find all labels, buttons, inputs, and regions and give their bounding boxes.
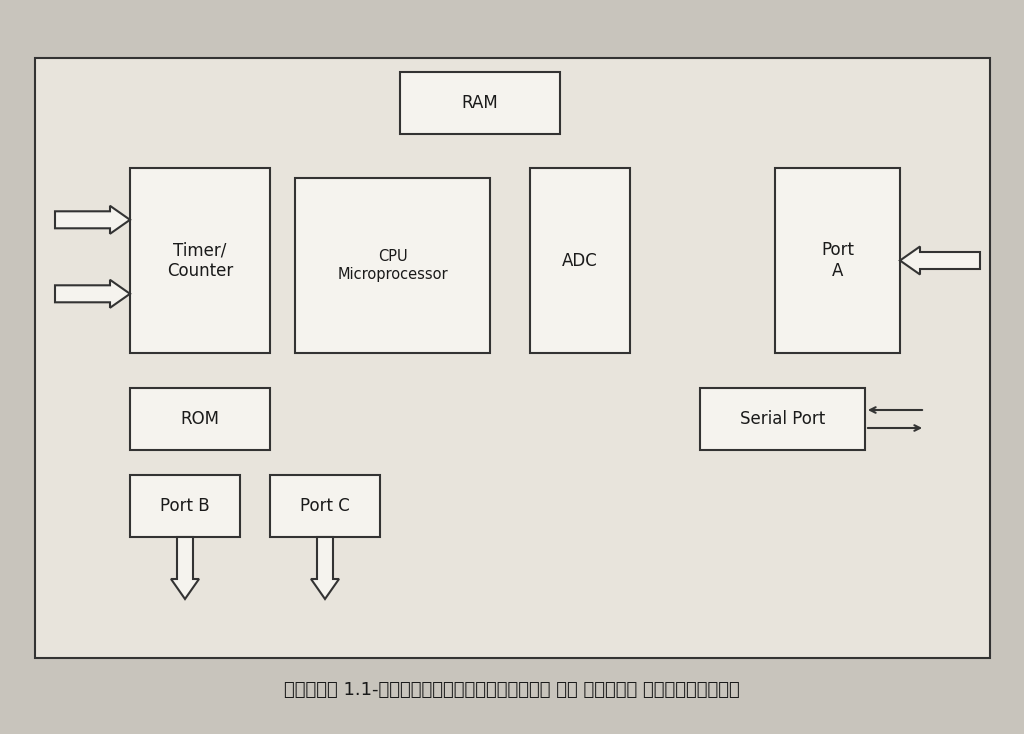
Bar bbox=[700, 388, 865, 450]
Bar bbox=[295, 178, 490, 353]
Bar bbox=[530, 168, 630, 353]
Bar bbox=[130, 388, 270, 450]
Text: चित्र 1.1-माइक्रोकन्त्रोलर का ब्लॉक डायग्राम।: चित्र 1.1-माइक्रोकन्त्रोलर का ब्लॉक डायग… bbox=[284, 681, 740, 699]
Bar bbox=[775, 168, 900, 353]
Text: Port C: Port C bbox=[300, 497, 350, 515]
Text: Port
A: Port A bbox=[821, 241, 854, 280]
Text: ADC: ADC bbox=[562, 252, 598, 269]
Bar bbox=[35, 58, 990, 658]
Polygon shape bbox=[55, 280, 130, 308]
Text: CPU
Microprocessor: CPU Microprocessor bbox=[337, 250, 447, 282]
Text: Serial Port: Serial Port bbox=[740, 410, 825, 428]
Bar bbox=[270, 475, 380, 537]
Text: Port B: Port B bbox=[160, 497, 210, 515]
Polygon shape bbox=[311, 537, 339, 599]
Polygon shape bbox=[55, 206, 130, 234]
Bar bbox=[400, 72, 560, 134]
Text: Timer/
Counter: Timer/ Counter bbox=[167, 241, 233, 280]
Polygon shape bbox=[171, 537, 199, 599]
Bar bbox=[130, 168, 270, 353]
Bar bbox=[130, 475, 240, 537]
Polygon shape bbox=[900, 247, 980, 275]
Text: ROM: ROM bbox=[180, 410, 219, 428]
Text: RAM: RAM bbox=[462, 94, 499, 112]
